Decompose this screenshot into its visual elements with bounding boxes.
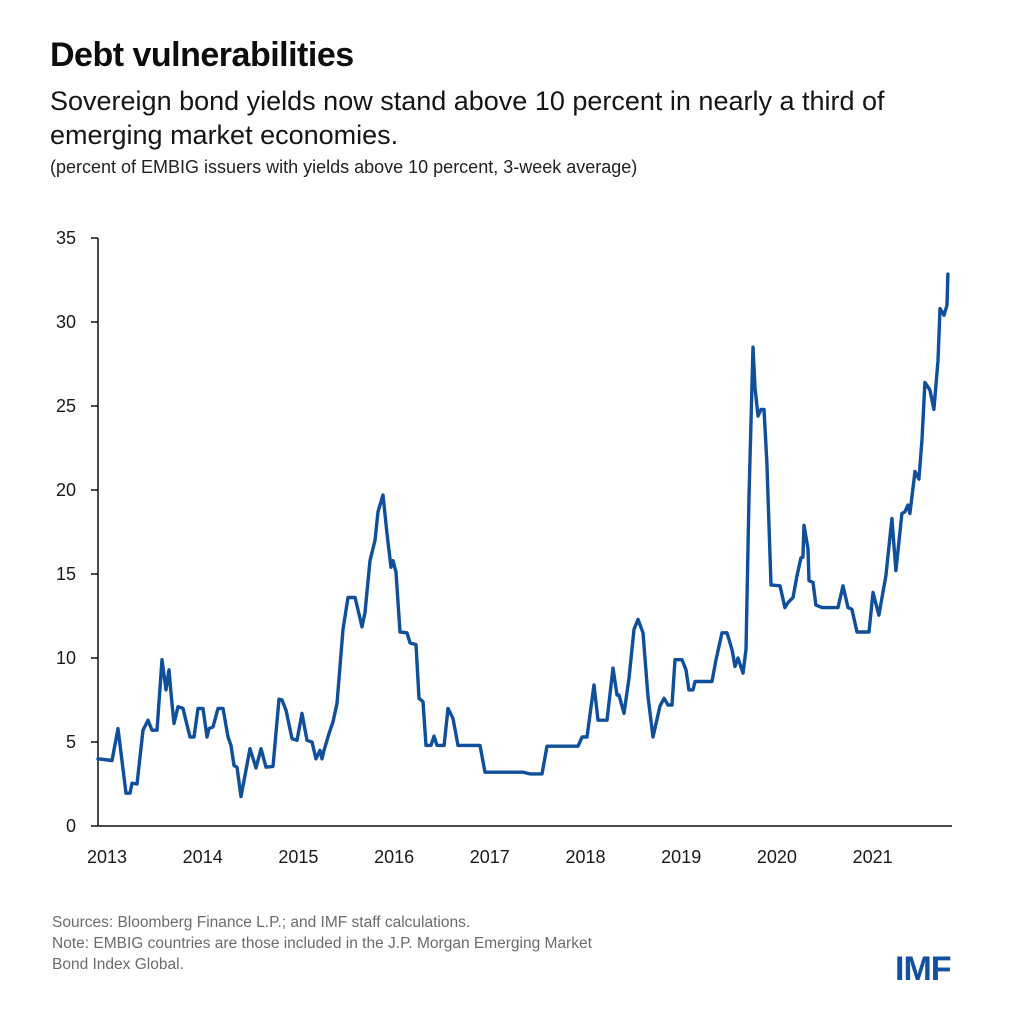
x-tick-label: 2020 xyxy=(757,847,797,867)
y-tick-label: 0 xyxy=(66,816,76,836)
chart-subtitle: Sovereign bond yields now stand above 10… xyxy=(50,86,885,150)
y-axis: 0 5 10 15 20 25 30 35 xyxy=(56,228,99,836)
y-tick-label: 30 xyxy=(56,312,76,332)
footnotes: Sources: Bloomberg Finance L.P.; and IMF… xyxy=(52,912,592,975)
x-tick-label: 2015 xyxy=(278,847,318,867)
x-tick-label: 2019 xyxy=(661,847,701,867)
note-line-2: Bond Index Global. xyxy=(52,956,184,973)
x-tick-label: 2018 xyxy=(565,847,605,867)
chart-title: Debt vulnerabilities xyxy=(50,36,354,74)
y-tick-label: 25 xyxy=(56,396,76,416)
sources-note: Sources: Bloomberg Finance L.P.; and IMF… xyxy=(52,914,471,931)
note-line-1: Note: EMBIG countries are those included… xyxy=(52,935,592,952)
imf-logo: IMF xyxy=(895,950,952,988)
x-tick-label: 2013 xyxy=(87,847,127,867)
y-tick-label: 10 xyxy=(56,648,76,668)
chart-units-note: (percent of EMBIG issuers with yields ab… xyxy=(50,157,638,177)
y-tick-label: 15 xyxy=(56,564,76,584)
x-tick-label: 2016 xyxy=(374,847,414,867)
x-axis: 2013 2014 2015 2016 2017 2018 2019 2020 2021 xyxy=(87,825,952,867)
x-tick-label: 2017 xyxy=(470,847,510,867)
series-layer xyxy=(96,272,950,799)
series-line xyxy=(96,272,950,799)
y-tick-label: 5 xyxy=(66,732,76,752)
y-tick-label: 20 xyxy=(56,480,76,500)
y-tick-label: 35 xyxy=(56,228,76,248)
x-tick-label: 2014 xyxy=(183,847,223,867)
x-tick-label: 2021 xyxy=(853,847,893,867)
